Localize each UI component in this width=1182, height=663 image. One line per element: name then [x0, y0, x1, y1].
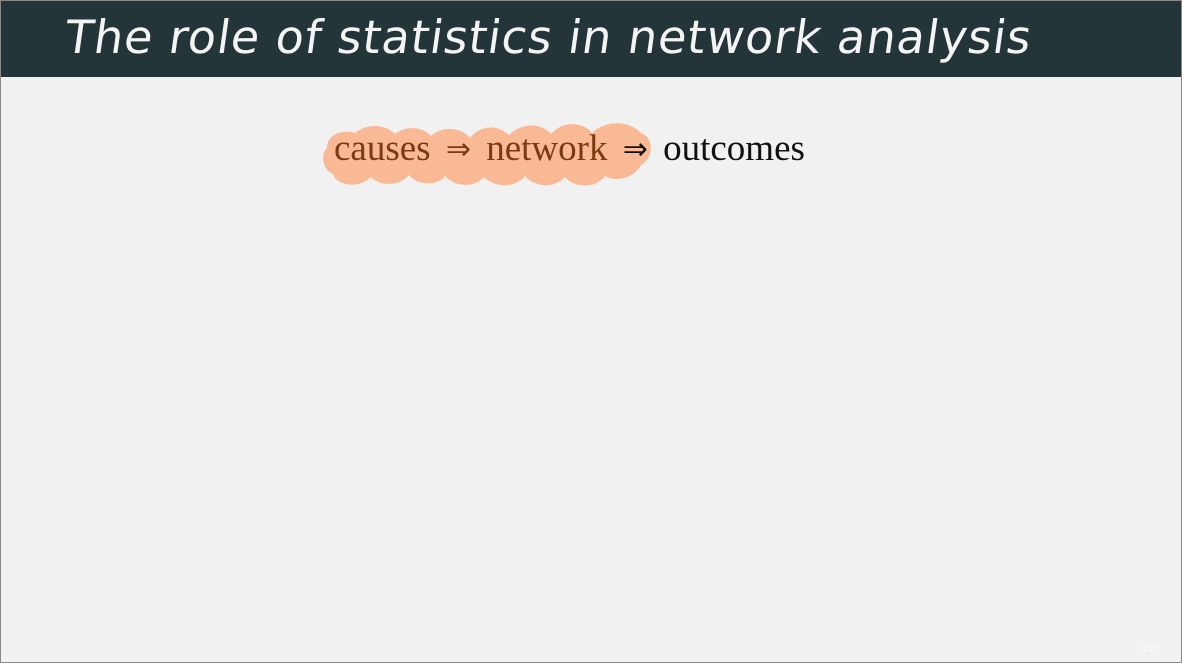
- page-number: 6/11: [1140, 644, 1159, 655]
- outcomes-term: outcomes: [663, 128, 805, 169]
- causes-term: causes: [334, 128, 431, 169]
- slide-title: The role of statistics in network analys…: [61, 10, 1036, 64]
- causal-equation: causes ⇒ network ⇒ outcomes: [334, 129, 805, 175]
- implies-arrow-1: ⇒: [445, 132, 471, 167]
- handdrawn-highlight: [323, 123, 651, 186]
- implies-arrow-2: ⇒: [622, 132, 648, 167]
- title-bar: The role of statistics in network analys…: [1, 1, 1181, 77]
- network-term: network: [486, 128, 608, 169]
